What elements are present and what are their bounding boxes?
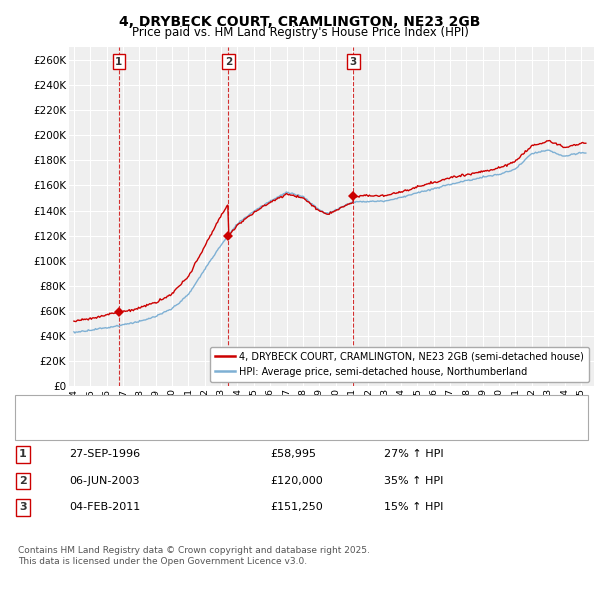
Text: 1: 1 bbox=[115, 57, 122, 67]
Text: 1: 1 bbox=[19, 450, 26, 459]
Text: £58,995: £58,995 bbox=[270, 450, 316, 459]
Text: 2: 2 bbox=[225, 57, 232, 67]
Text: 3: 3 bbox=[350, 57, 357, 67]
Text: 35% ↑ HPI: 35% ↑ HPI bbox=[384, 476, 443, 486]
Text: 04-FEB-2011: 04-FEB-2011 bbox=[69, 503, 140, 512]
Text: 3: 3 bbox=[19, 503, 26, 512]
Text: £120,000: £120,000 bbox=[270, 476, 323, 486]
Text: 06-JUN-2003: 06-JUN-2003 bbox=[69, 476, 139, 486]
Legend: 4, DRYBECK COURT, CRAMLINGTON, NE23 2GB (semi-detached house), HPI: Average pric: 4, DRYBECK COURT, CRAMLINGTON, NE23 2GB … bbox=[210, 347, 589, 382]
Text: 27% ↑ HPI: 27% ↑ HPI bbox=[384, 450, 443, 459]
Text: 2: 2 bbox=[19, 476, 26, 486]
Text: ————: ———— bbox=[39, 427, 83, 437]
Text: 4, DRYBECK COURT, CRAMLINGTON, NE23 2GB (semi-detached house): 4, DRYBECK COURT, CRAMLINGTON, NE23 2GB … bbox=[72, 414, 439, 424]
Text: £151,250: £151,250 bbox=[270, 503, 323, 512]
Text: Price paid vs. HM Land Registry's House Price Index (HPI): Price paid vs. HM Land Registry's House … bbox=[131, 26, 469, 39]
Text: This data is licensed under the Open Government Licence v3.0.: This data is licensed under the Open Gov… bbox=[18, 558, 307, 566]
Text: 15% ↑ HPI: 15% ↑ HPI bbox=[384, 503, 443, 512]
Text: 4, DRYBECK COURT, CRAMLINGTON, NE23 2GB: 4, DRYBECK COURT, CRAMLINGTON, NE23 2GB bbox=[119, 15, 481, 29]
Text: 27-SEP-1996: 27-SEP-1996 bbox=[69, 450, 140, 459]
Text: HPI: Average price, semi-detached house, Northumberland: HPI: Average price, semi-detached house,… bbox=[72, 427, 380, 437]
Text: ————: ———— bbox=[39, 414, 83, 424]
Text: Contains HM Land Registry data © Crown copyright and database right 2025.: Contains HM Land Registry data © Crown c… bbox=[18, 546, 370, 555]
